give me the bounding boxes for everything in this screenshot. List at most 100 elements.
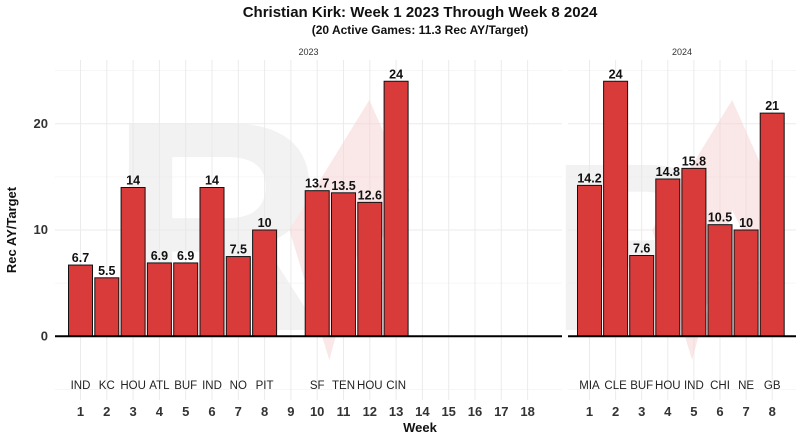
y-tick-label: 10 bbox=[34, 222, 48, 237]
bar-value-label: 15.8 bbox=[682, 154, 706, 168]
bar-value-label: 6.9 bbox=[177, 249, 194, 263]
panel-strip-label: 2023 bbox=[298, 47, 318, 57]
bar-value-label: 7.6 bbox=[633, 242, 650, 256]
opponent-label: IND bbox=[684, 380, 704, 392]
bar-value-label: 12.6 bbox=[358, 188, 382, 202]
x-tick-label: 7 bbox=[235, 404, 242, 419]
x-tick-label: 15 bbox=[441, 404, 455, 419]
x-tick-label: 6 bbox=[208, 404, 215, 419]
x-tick-label: 17 bbox=[494, 404, 508, 419]
opponent-label: HOU bbox=[357, 380, 383, 392]
opponent-label: PIT bbox=[256, 380, 274, 392]
chart-title: Christian Kirk: Week 1 2023 Through Week… bbox=[243, 4, 598, 21]
panel-strip-label: 2024 bbox=[672, 47, 692, 57]
bar-value-label: 10.5 bbox=[708, 211, 732, 225]
bar bbox=[120, 187, 146, 337]
bar bbox=[603, 80, 629, 337]
opponent-label: NO bbox=[230, 380, 247, 392]
bar-value-label: 10 bbox=[258, 216, 272, 230]
opponent-label: ATL bbox=[149, 380, 170, 392]
bar bbox=[357, 201, 383, 337]
bar-value-label: 7.5 bbox=[230, 243, 247, 257]
bar-value-label: 14 bbox=[126, 174, 140, 188]
opponent-label: HOU bbox=[655, 380, 681, 392]
x-tick-label: 2 bbox=[103, 404, 110, 419]
opponent-label: TEN bbox=[332, 380, 355, 392]
x-tick-label: 8 bbox=[769, 404, 776, 419]
bar bbox=[173, 262, 199, 337]
bar-value-label: 24 bbox=[389, 67, 403, 81]
x-tick-label: 11 bbox=[337, 404, 351, 419]
bar bbox=[252, 229, 278, 337]
bars: 14.2 MIA 24 CLE 7.6 BUF 14.8 HOU 15.8 IND 10.5 CHI 1… bbox=[577, 67, 785, 392]
bar bbox=[759, 112, 785, 337]
bar-value-label: 6.7 bbox=[72, 251, 89, 265]
panels: 2023R1234567891011121314151617186.7IND5.… bbox=[34, 47, 796, 419]
bar bbox=[304, 190, 330, 337]
bar-value-label: 13.5 bbox=[331, 179, 355, 193]
opponent-label: CHI bbox=[710, 380, 730, 392]
bar bbox=[577, 184, 602, 337]
bar bbox=[681, 167, 707, 337]
opponent-label: MIA bbox=[579, 380, 600, 392]
x-tick-label: 1 bbox=[77, 404, 84, 419]
panel-2023: 2023R1234567891011121314151617186.7IND5.… bbox=[55, 47, 562, 419]
bar bbox=[146, 262, 172, 337]
bar bbox=[655, 178, 681, 337]
opponent-label: CLE bbox=[604, 380, 627, 392]
bar bbox=[225, 256, 251, 337]
x-tick-label: 6 bbox=[716, 404, 723, 419]
bar bbox=[733, 229, 759, 337]
x-tick-label: 4 bbox=[156, 404, 164, 419]
bar-value-label: 6.9 bbox=[151, 249, 168, 263]
x-tick-label: 2 bbox=[612, 404, 619, 419]
bar bbox=[331, 192, 356, 337]
x-tick-label: 1 bbox=[586, 404, 593, 419]
x-tick-label: 3 bbox=[129, 404, 136, 419]
x-axis-ticks: 1 2 3 4 5 6 7 8 9 10 11 12 13 14 15 16 17 18 bbox=[77, 404, 535, 419]
opponent-label: SF bbox=[310, 380, 325, 392]
x-tick-label: 10 bbox=[310, 404, 324, 419]
bar-value-label: 13.7 bbox=[305, 177, 329, 191]
opponent-label: NE bbox=[738, 380, 754, 392]
bar-value-label: 10 bbox=[739, 216, 753, 230]
bar bbox=[199, 187, 225, 337]
bar-value-label: 5.5 bbox=[98, 264, 115, 278]
opponent-label: IND bbox=[71, 380, 91, 392]
opponent-label: KC bbox=[99, 380, 115, 392]
x-tick-label: 18 bbox=[520, 404, 534, 419]
opponent-label: BUF bbox=[174, 380, 197, 392]
y-tick-label: 20 bbox=[34, 116, 48, 131]
x-tick-label: 3 bbox=[638, 404, 645, 419]
opponent-label: BUF bbox=[630, 380, 653, 392]
opponent-label: HOU bbox=[120, 380, 146, 392]
y-axis-label: Rec AY/Target bbox=[4, 186, 19, 273]
bar bbox=[94, 277, 120, 337]
x-tick-label: 7 bbox=[742, 404, 749, 419]
bar-value-label: 21 bbox=[765, 99, 779, 113]
x-axis-ticks: 1 2 3 4 5 6 7 8 bbox=[586, 404, 776, 419]
x-axis-label: Week bbox=[403, 420, 437, 435]
x-tick-label: 13 bbox=[389, 404, 403, 419]
opponent-label: IND bbox=[202, 380, 222, 392]
x-tick-label: 14 bbox=[415, 404, 430, 419]
bar bbox=[707, 224, 733, 337]
bar-value-label: 14 bbox=[205, 174, 219, 188]
bar bbox=[68, 264, 93, 337]
x-tick-label: 12 bbox=[363, 404, 377, 419]
bar-value-label: 14.2 bbox=[577, 171, 601, 185]
bar bbox=[383, 80, 409, 337]
bar-value-label: 24 bbox=[609, 67, 623, 81]
bar-value-label: 14.8 bbox=[656, 165, 680, 179]
x-tick-label: 4 bbox=[664, 404, 672, 419]
x-tick-label: 9 bbox=[287, 404, 294, 419]
y-tick-label: 0 bbox=[41, 328, 48, 343]
y-axis-ticks: 0 10 20 bbox=[34, 116, 48, 344]
bar bbox=[629, 255, 655, 337]
x-tick-label: 16 bbox=[468, 404, 482, 419]
x-tick-label: 5 bbox=[182, 404, 189, 419]
x-tick-label: 5 bbox=[690, 404, 697, 419]
opponent-label: GB bbox=[764, 380, 781, 392]
